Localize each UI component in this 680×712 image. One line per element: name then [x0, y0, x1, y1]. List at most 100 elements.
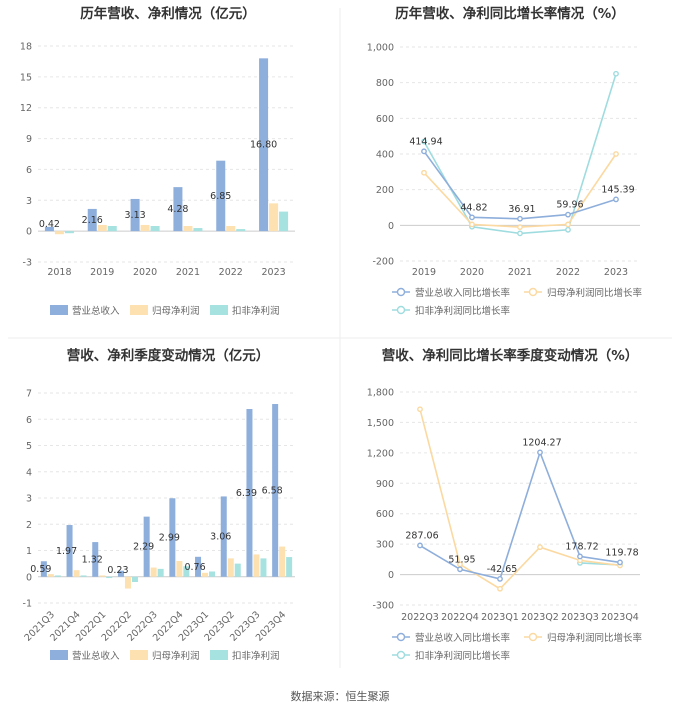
y-tick-label: 18 [20, 42, 32, 53]
bar [202, 572, 209, 577]
x-tick-label: 2020 [460, 267, 484, 278]
y-tick-label: 1,800 [367, 388, 394, 399]
bar [107, 226, 117, 232]
y-tick-label: 1 [26, 546, 32, 557]
chart-title: 历年营收、净利同比增长率情况（%） [395, 5, 625, 22]
y-tick-label: 600 [376, 114, 394, 125]
y-tick-label: 0 [388, 570, 394, 581]
legend-marker [396, 650, 406, 660]
data-label: 2.29 [133, 542, 154, 553]
series-point [421, 169, 427, 176]
data-label: 3.13 [125, 210, 146, 221]
bar [286, 557, 293, 577]
bar [279, 211, 289, 232]
bar [226, 226, 236, 232]
series-point [617, 559, 623, 566]
y-tick-label: 1,200 [367, 448, 394, 459]
bar [236, 229, 246, 232]
data-label: 6.58 [262, 485, 283, 496]
y-tick-label: 0 [26, 572, 32, 583]
bar [220, 496, 227, 577]
quarterly-revenue-profit-chart: 营收、净利季度变动情况（亿元） 76543210-12021Q32021Q420… [23, 347, 295, 662]
legend-swatch [50, 650, 68, 660]
series-point [421, 138, 427, 145]
bar [47, 574, 54, 577]
series-line [419, 409, 621, 590]
data-label: 4.28 [167, 204, 188, 215]
series-point [469, 221, 475, 228]
data-label: 3.06 [210, 532, 231, 543]
bar [40, 561, 47, 577]
bar [272, 404, 279, 577]
series-point [469, 214, 475, 221]
legend-marker [528, 632, 538, 642]
bar [117, 570, 124, 577]
legend-marker [396, 632, 406, 642]
bar [99, 575, 106, 577]
x-tick-label: 2023 [261, 267, 285, 278]
bar [92, 542, 99, 577]
bar [140, 224, 150, 232]
series-point [457, 566, 463, 573]
y-tick-label: 9 [26, 134, 32, 145]
legend-label: 营业总收入 [72, 650, 120, 662]
data-label: 1.97 [56, 546, 77, 557]
series-point [497, 575, 503, 582]
y-tick-label: 1,000 [367, 43, 394, 54]
bar [260, 558, 267, 577]
data-label: 0.76 [184, 562, 205, 573]
data-label: 119.78 [605, 547, 638, 558]
bar [183, 566, 190, 577]
data-label: 6.39 [236, 488, 257, 499]
bar [80, 575, 87, 577]
legend-marker [396, 287, 406, 297]
series-point [537, 544, 543, 551]
chart-title: 营收、净利同比增长率季度变动情况（%） [382, 347, 639, 364]
y-tick-label: -300 [372, 601, 394, 612]
bar [246, 409, 253, 577]
bar [169, 498, 176, 577]
series-point [417, 406, 423, 413]
y-tick-label: 200 [376, 185, 394, 196]
annual-revenue-profit-chart: 历年营收、净利情况（亿元） 18 15 12 9 6 3 0 -3 2018 2019 2020 20… [20, 5, 295, 317]
series-point [517, 224, 523, 231]
y-tick-label: 1,500 [367, 418, 394, 429]
bar [124, 576, 131, 589]
bar [64, 231, 74, 234]
y-tick-label: 400 [376, 150, 394, 161]
legend-label: 扣非净利润同比增长率 [415, 650, 511, 662]
x-tick-label: 2020 [133, 267, 157, 278]
legend-label: 营业总收入同比增长率 [415, 287, 511, 299]
data-label: 0.23 [107, 565, 128, 576]
legend-label: 营业总收入同比增长率 [415, 632, 511, 644]
series-point [417, 542, 423, 549]
bar [269, 203, 279, 232]
legend-label: 归母净利润同比增长率 [547, 632, 643, 644]
data-label: 178.72 [565, 541, 598, 552]
bar [157, 568, 164, 577]
y-tick-label: -1 [23, 599, 32, 610]
data-label: 16.80 [250, 140, 277, 151]
x-tick-label: 2021 [508, 267, 532, 278]
y-tick-label: 800 [376, 78, 394, 89]
bar [176, 561, 183, 577]
x-tick-label: 2023Q4 [601, 612, 639, 623]
bar [227, 558, 234, 577]
y-tick-label: 6 [26, 415, 32, 426]
data-label: 0.42 [39, 219, 60, 230]
y-tick-label: 900 [376, 479, 394, 490]
legend-swatch [210, 305, 228, 315]
bar [143, 516, 150, 577]
quarterly-growth-rate-chart: 营收、净利同比增长率季度变动情况（%） 1,800 1,500 1,200 900 60… [367, 347, 643, 662]
series-point [613, 70, 619, 77]
legend-label: 营业总收入 [72, 305, 120, 317]
legend-label: 扣非净利润同比增长率 [415, 305, 511, 317]
y-tick-label: 4 [26, 467, 32, 478]
data-label: 44.82 [460, 202, 487, 213]
bar [97, 224, 107, 232]
y-tick-label: 3 [26, 494, 32, 505]
data-label: 414.94 [409, 136, 442, 147]
bar [173, 187, 183, 232]
y-tick-label: 6 [26, 165, 32, 176]
